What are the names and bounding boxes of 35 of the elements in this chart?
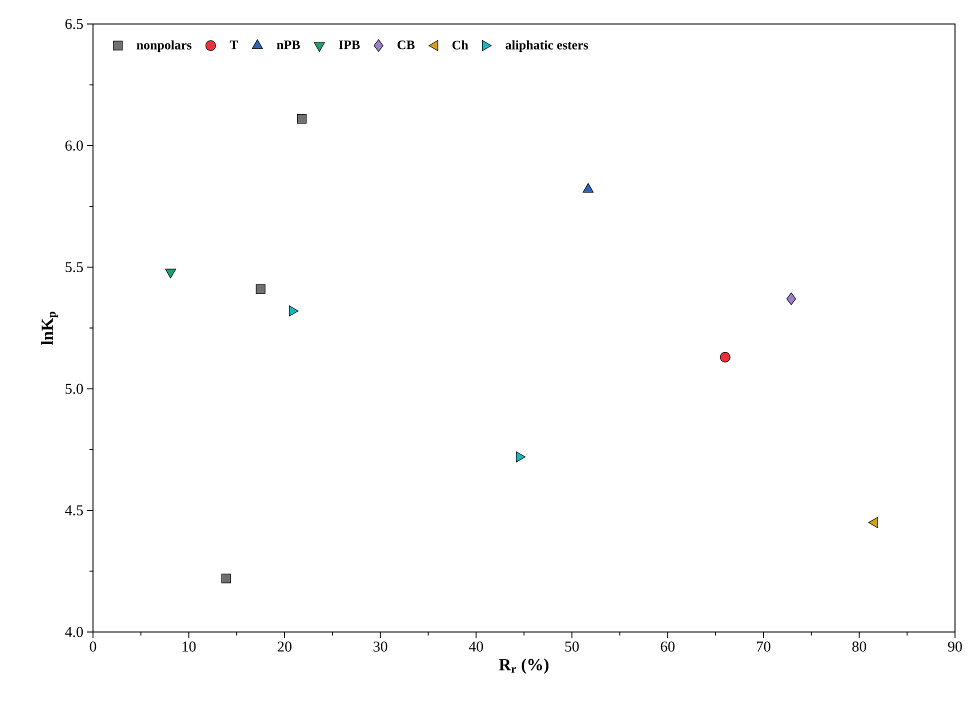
point bbox=[221, 574, 231, 584]
point bbox=[256, 284, 266, 294]
point bbox=[868, 517, 878, 528]
legend-label: aliphatic esters bbox=[506, 40, 588, 52]
legend-label: Ch bbox=[452, 40, 468, 50]
x-tick-label: 70 bbox=[756, 642, 770, 652]
x-axis-title: R$_{r}$ (%) bbox=[499, 658, 548, 674]
legend-label: T bbox=[230, 40, 238, 50]
legend-label: nPB bbox=[276, 40, 300, 50]
x-tick-label: 20 bbox=[278, 642, 292, 652]
x-tick-label: 90 bbox=[948, 642, 962, 652]
point bbox=[288, 305, 298, 316]
point bbox=[720, 352, 730, 362]
x-tick-label: 40 bbox=[468, 642, 484, 652]
x-tick-label: 30 bbox=[374, 642, 388, 652]
x-tick-label: 0 bbox=[90, 642, 96, 652]
x-tick-label: 50 bbox=[565, 642, 579, 652]
x-tick-label: 80 bbox=[852, 642, 866, 652]
point bbox=[582, 183, 594, 193]
y-tick-label: 6.5 bbox=[65, 18, 83, 30]
legend-label: CB bbox=[398, 40, 415, 50]
y-tick-label: 5.5 bbox=[66, 262, 83, 272]
legend-label: IPB bbox=[338, 40, 360, 50]
point bbox=[297, 114, 307, 124]
x-tick-label: 60 bbox=[660, 642, 675, 652]
legend-label: nonpolars bbox=[136, 40, 192, 52]
y-tick-label: 5.0 bbox=[66, 384, 83, 394]
x-tick-label: 10 bbox=[182, 642, 196, 652]
y-axis-title: lnK$_{p}$ bbox=[41, 312, 58, 345]
point bbox=[165, 268, 176, 278]
y-tick-label: 4.5 bbox=[65, 505, 83, 516]
point bbox=[516, 451, 526, 462]
point bbox=[786, 292, 796, 306]
y-tick-label: 6.0 bbox=[65, 140, 83, 151]
y-tick-label: 4.0 bbox=[65, 626, 83, 638]
